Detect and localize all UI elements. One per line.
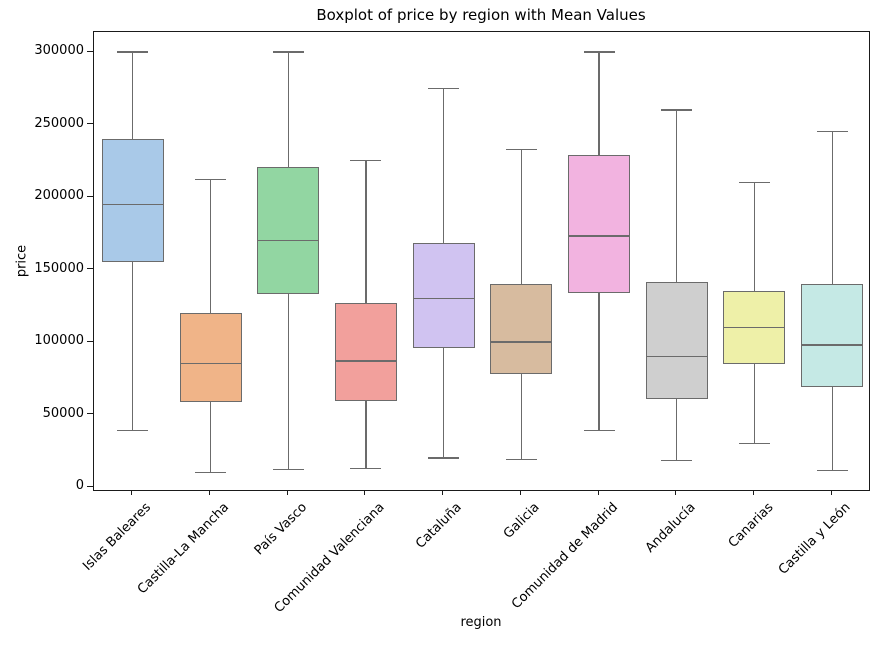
whisker-upper [443, 88, 445, 244]
x-tick-label: Cataluña [413, 500, 466, 552]
median-line [412, 297, 475, 300]
y-tick-mark [87, 50, 93, 52]
x-tick-mark [364, 491, 366, 495]
whisker-cap-lower [583, 429, 615, 432]
boxplot-box [334, 302, 397, 402]
x-tick-label: País Vasco [251, 500, 310, 559]
x-tick-label: Canarias [725, 500, 777, 551]
y-tick-label: 100000 [34, 333, 84, 348]
whisker-cap-lower [661, 459, 693, 461]
whisker-cap-lower [117, 429, 149, 432]
whisker-cap-upper [428, 87, 460, 89]
whisker-cap-lower [816, 469, 848, 471]
whisker-upper [520, 149, 522, 284]
whisker-cap-upper [272, 51, 304, 53]
whisker-cap-upper [583, 51, 615, 53]
boxplot-box [568, 154, 631, 294]
boxplot-box [490, 284, 553, 374]
x-tick-mark [597, 491, 599, 495]
y-tick-mark [87, 485, 93, 487]
x-tick-mark [752, 491, 754, 495]
whisker-lower [287, 294, 289, 470]
x-tick-label: Castilla y León [776, 500, 854, 578]
whisker-cap-lower [195, 471, 227, 474]
y-tick-label: 250000 [34, 115, 84, 131]
y-tick-label: 0 [75, 478, 84, 493]
boxplot-box [179, 313, 242, 403]
boxplot-box [257, 167, 320, 295]
x-tick-mark [442, 491, 444, 495]
x-axis-label: region [460, 615, 502, 630]
x-tick-mark [286, 491, 288, 495]
median-line [645, 355, 708, 358]
median-line [490, 341, 553, 343]
whisker-upper [676, 110, 678, 282]
whisker-lower [676, 398, 678, 461]
y-tick-label: 200000 [34, 188, 84, 203]
whisker-cap-upper [350, 160, 382, 162]
whisker-cap-upper [816, 131, 848, 133]
whisker-lower [753, 363, 756, 444]
boxplot-box [101, 139, 164, 263]
y-tick-mark [87, 268, 93, 269]
y-tick-label: 50000 [42, 405, 84, 421]
y-tick-mark [87, 195, 93, 197]
whisker-lower [443, 347, 445, 458]
whisker-upper [753, 182, 756, 291]
whisker-upper [287, 52, 289, 168]
boxplot-box [645, 281, 708, 399]
x-tick-mark [209, 491, 211, 495]
whisker-cap-upper [661, 109, 693, 111]
y-tick-mark [87, 123, 93, 124]
chart-title: Boxplot of price by region with Mean Val… [316, 6, 646, 24]
whisker-cap-upper [505, 148, 537, 150]
median-line [801, 344, 864, 346]
plot-area [93, 31, 870, 491]
whisker-cap-lower [272, 468, 304, 471]
whisker-upper [365, 160, 367, 303]
whisker-upper [598, 52, 600, 155]
x-tick-mark [131, 491, 133, 495]
x-tick-label: Andalucía [642, 500, 699, 556]
y-tick-mark [87, 340, 93, 342]
whisker-upper [132, 52, 134, 139]
whisker-lower [132, 262, 134, 431]
median-line [568, 235, 631, 237]
x-tick-label: Galicia [501, 500, 543, 542]
median-line [101, 203, 164, 205]
x-tick-label: Islas Baleares [80, 500, 155, 574]
whisker-cap-lower [428, 457, 460, 459]
whisker-lower [365, 401, 367, 469]
whisker-cap-upper [117, 51, 149, 53]
x-tick-mark [675, 491, 677, 495]
whisker-upper [831, 131, 833, 284]
whisker-lower [209, 402, 212, 473]
whisker-lower [598, 293, 600, 431]
median-line [257, 239, 320, 242]
whisker-cap-lower [350, 467, 382, 469]
boxplot-box [412, 243, 475, 348]
median-line [334, 360, 397, 362]
whisker-cap-upper [738, 181, 770, 184]
whisker-cap-lower [505, 458, 537, 461]
whisker-cap-lower [738, 442, 770, 445]
whisker-upper [209, 179, 212, 313]
y-tick-label: 300000 [34, 43, 84, 58]
y-tick-mark [87, 413, 93, 414]
y-tick-label: 150000 [34, 260, 84, 276]
whisker-cap-upper [195, 178, 227, 181]
median-line [179, 363, 242, 365]
whisker-lower [520, 373, 522, 460]
x-tick-mark [830, 491, 832, 495]
median-line [723, 326, 786, 329]
x-tick-mark [519, 491, 521, 495]
whisker-lower [831, 386, 833, 471]
boxplot-box [801, 284, 864, 387]
